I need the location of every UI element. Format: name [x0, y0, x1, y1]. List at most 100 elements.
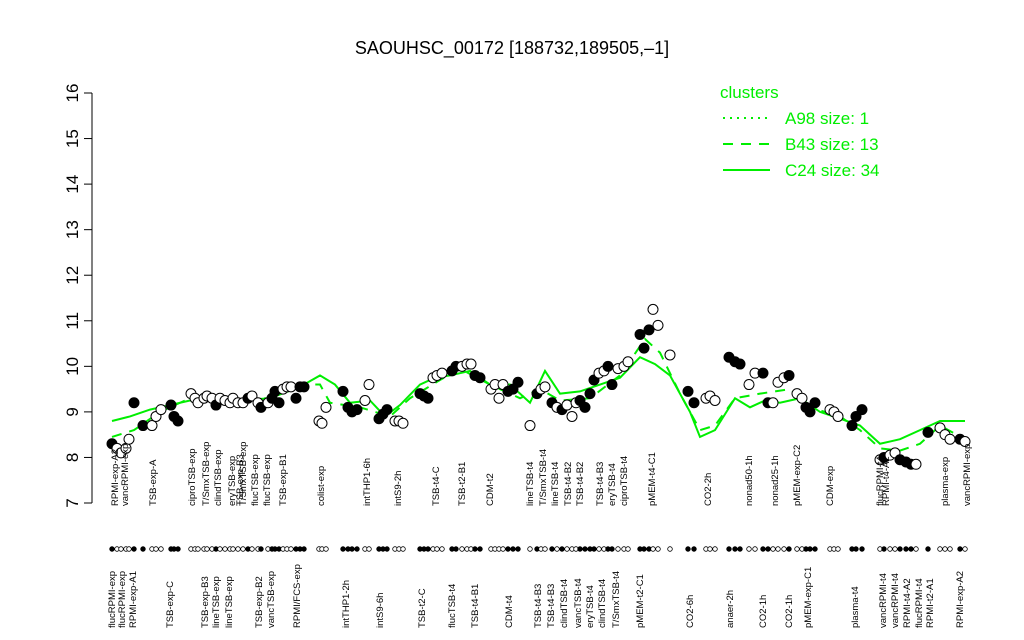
- point: [422, 392, 434, 404]
- rug-dot: [859, 546, 865, 552]
- point: [290, 392, 302, 404]
- x-tick-label: flucTSB-exp: [262, 454, 273, 506]
- rug-dot: [760, 546, 766, 552]
- x-tick-label: ciproTSB-t4: [619, 456, 630, 506]
- point: [638, 342, 650, 354]
- point: [172, 415, 184, 427]
- point: [381, 404, 393, 416]
- rug-dot: [549, 546, 555, 552]
- rug-dot: [775, 546, 781, 552]
- rug-dot: [913, 546, 919, 552]
- x-tick-label: TSB-exp-C: [165, 581, 176, 628]
- rug-dot: [625, 546, 631, 552]
- x-tick-label: intTHP1-6h: [362, 458, 373, 506]
- x-tick-label: eryTSB-t4: [585, 585, 596, 628]
- rug-dot: [542, 546, 548, 552]
- rug-dot: [937, 546, 943, 552]
- x-tick-label: intS9-6h: [375, 593, 386, 628]
- point: [298, 381, 310, 393]
- point: [809, 397, 821, 409]
- rug-dot: [641, 546, 647, 552]
- point: [682, 385, 694, 397]
- x-tick-label: TSB-t4-B3: [533, 584, 544, 628]
- x-tick-label: vancRPMI-t4: [878, 573, 889, 628]
- rug-dot: [195, 546, 201, 552]
- point: [688, 397, 700, 409]
- point: [493, 392, 505, 404]
- legend-label: C24 size: 34: [785, 161, 880, 180]
- point: [767, 397, 779, 409]
- x-tick-label: CDM-exp: [825, 466, 836, 506]
- x-tick-label: RPMI-t4-A2: [902, 578, 913, 628]
- x-tick-label: CO2-6h: [685, 595, 696, 628]
- x-tick-label: clindTSB-t4: [597, 579, 608, 628]
- rug-dot: [770, 546, 776, 552]
- rug-dot: [217, 546, 223, 552]
- y-tick-label: 8: [63, 453, 82, 462]
- x-tick-label: TSB-t2-B1: [457, 462, 468, 506]
- point: [622, 356, 634, 368]
- legend-title: clusters: [720, 83, 779, 102]
- rug-dot: [591, 546, 597, 552]
- rug-dot: [947, 546, 953, 552]
- x-tick-label: vancTSB-t4: [573, 578, 584, 628]
- point: [804, 406, 816, 418]
- point: [165, 399, 177, 411]
- point: [246, 390, 258, 402]
- point: [944, 433, 956, 445]
- rug-dot: [288, 546, 294, 552]
- x-tick-label: TSB-t2-C: [417, 588, 428, 628]
- rug-dot: [897, 546, 903, 552]
- rug-dot: [204, 546, 210, 552]
- x-tick-label: plasma-t4: [850, 586, 861, 628]
- point: [584, 388, 596, 400]
- rug-dot: [807, 546, 813, 552]
- x-tick-label: flucTSB-t4: [447, 584, 458, 628]
- point: [709, 395, 721, 406]
- rug-dot: [903, 546, 909, 552]
- x-tick-label: CDM-t2: [485, 473, 496, 506]
- rug-dot: [340, 546, 346, 552]
- x-tick-label: vancRPMI-exp: [962, 444, 973, 506]
- y-tick-label: 9: [63, 407, 82, 416]
- rug-dot: [732, 546, 738, 552]
- rug-dot: [957, 546, 963, 552]
- x-tick-label: TSB-t4-C: [431, 466, 442, 506]
- rug-dot: [853, 546, 859, 552]
- x-tick-label: anaer-2h: [725, 590, 736, 628]
- point: [128, 397, 140, 409]
- point: [734, 358, 746, 370]
- rug-dot: [650, 546, 656, 552]
- rug-dot: [707, 546, 713, 552]
- rug-dot: [158, 546, 164, 552]
- rug-dot: [577, 546, 583, 552]
- rug-dot: [140, 546, 146, 552]
- point: [602, 360, 614, 372]
- rug-dot: [554, 546, 560, 552]
- rug-dot: [323, 546, 329, 552]
- rug-dot: [685, 546, 691, 552]
- rug-dot: [781, 546, 787, 552]
- rug-dot: [737, 546, 743, 552]
- rug-dot: [153, 546, 159, 552]
- rug-dot: [472, 546, 478, 552]
- point: [856, 404, 868, 416]
- x-tick-label: TSB-exp-B3: [235, 454, 246, 506]
- rug-dot: [559, 546, 565, 552]
- rug-dot: [453, 546, 459, 552]
- x-tick-label: flucRPMI-t4: [914, 578, 925, 628]
- rug-dot: [301, 546, 307, 552]
- point: [337, 385, 349, 397]
- rug-dot: [240, 546, 246, 552]
- point: [351, 404, 363, 416]
- rug-dot: [477, 546, 483, 552]
- point: [664, 349, 676, 361]
- x-tick-label: pMEM-t4-C1: [647, 452, 658, 506]
- rug-dot: [131, 546, 137, 552]
- point: [743, 379, 755, 391]
- rug-dot: [691, 546, 697, 552]
- rug-dot: [500, 546, 506, 552]
- x-tick-label: TSB-t4-B2: [575, 462, 586, 506]
- rug-dot: [615, 546, 621, 552]
- rug-dot: [249, 546, 255, 552]
